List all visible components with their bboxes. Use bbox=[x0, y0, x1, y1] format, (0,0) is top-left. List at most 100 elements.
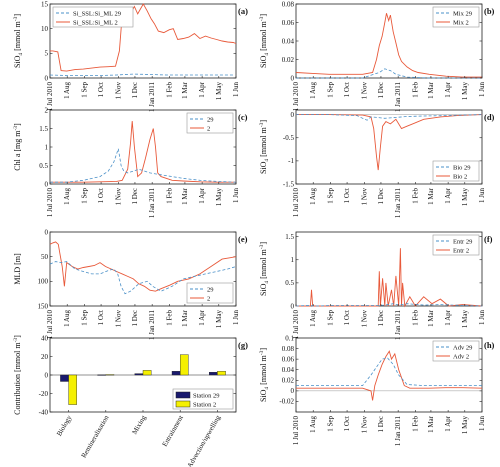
x-tick-label: 1 Jun bbox=[478, 82, 486, 97]
series-line bbox=[49, 241, 237, 292]
y-axis-label-main: SiO bbox=[259, 55, 268, 68]
y-axis-label: SiO4 [mmol m-3] bbox=[259, 120, 270, 174]
x-tick-label: 1 Mar bbox=[181, 187, 189, 205]
legend-entry: Entr 2 bbox=[453, 247, 469, 254]
panel-label: (a) bbox=[238, 6, 248, 16]
bar bbox=[179, 354, 189, 376]
x-tick-label: 1 Feb bbox=[165, 188, 173, 204]
y-axis-label: Contribution [mmol m-3] bbox=[13, 335, 22, 415]
legend-entry: Station 29 bbox=[193, 392, 220, 399]
legend-swatch bbox=[175, 391, 191, 399]
panel-label: (e) bbox=[238, 234, 248, 244]
legend-entry: Bio 2 bbox=[453, 173, 467, 180]
y-axis-label-end: ] bbox=[13, 123, 22, 126]
x-tick-label: 1 Oct bbox=[343, 82, 351, 97]
plot-frame bbox=[49, 231, 237, 307]
x-tick-label: 1 Feb bbox=[165, 82, 173, 98]
x-tick-label: 1 Aug bbox=[309, 188, 317, 205]
category-label: Biology bbox=[55, 414, 73, 438]
bar bbox=[209, 372, 218, 376]
y-axis-label-sub: 4 bbox=[264, 159, 270, 162]
y-axis-label: MLD [m] bbox=[13, 253, 22, 285]
panel-label: (b) bbox=[484, 6, 495, 16]
x-tick-label: 1 Jul 2010 bbox=[292, 82, 300, 112]
x-tick-label: 1 Oct bbox=[97, 188, 105, 203]
series-line bbox=[49, 261, 237, 295]
y-tick-label: -1 bbox=[288, 157, 294, 165]
series-line bbox=[296, 357, 482, 387]
x-tick-label: 1 Aug bbox=[63, 188, 71, 205]
x-tick-label: 1 Sep bbox=[80, 82, 88, 98]
bar bbox=[142, 370, 152, 376]
legend-entry: Adv 29 bbox=[453, 344, 472, 351]
y-tick-label: 150 bbox=[38, 302, 49, 310]
legend-entry: Station 2 bbox=[193, 401, 216, 408]
x-tick-label: 1 May bbox=[461, 416, 469, 435]
y-axis-label-exp: -3 bbox=[259, 350, 265, 355]
x-tick-label: 1 Jul 2010 bbox=[46, 188, 54, 218]
y-axis-label-unit: [mmol m bbox=[259, 248, 268, 280]
y-tick-label: 0 bbox=[45, 228, 49, 236]
y-axis-label-sub: 4 bbox=[264, 387, 270, 390]
y-tick-label: 0.08 bbox=[282, 345, 295, 353]
x-tick-label: 1 Jan 2011 bbox=[148, 188, 156, 219]
y-axis-label: SiO4 [mmol m-3] bbox=[13, 14, 24, 68]
x-tick-label: 1 Jan 2011 bbox=[394, 188, 402, 219]
y-tick-label: -1.5 bbox=[283, 180, 295, 188]
y-axis-label-sub: 4 bbox=[264, 281, 270, 284]
y-tick-label: 1 bbox=[291, 256, 295, 264]
y-axis-label: SiO4 [mmol m-3] bbox=[259, 242, 270, 296]
y-tick-label: 5 bbox=[45, 50, 49, 58]
x-tick-label: 1 Apr bbox=[198, 309, 206, 325]
y-tick-label: 40 bbox=[41, 334, 49, 342]
panel-label: (h) bbox=[484, 340, 495, 350]
x-tick-label: 1 Apr bbox=[444, 81, 452, 97]
y-tick-label: 0.5 bbox=[285, 279, 294, 287]
bar bbox=[97, 374, 106, 376]
y-axis-label-main: Chl a bbox=[13, 153, 22, 171]
x-tick-label: 1 Nov bbox=[114, 82, 122, 100]
bar bbox=[217, 371, 226, 376]
y-tick-label: -0.5 bbox=[283, 134, 295, 142]
x-tick-label: 1 Oct bbox=[343, 188, 351, 203]
x-tick-label: 1 Apr bbox=[444, 415, 452, 431]
y-axis-label-end: ] bbox=[259, 120, 268, 123]
x-tick-label: 1 Nov bbox=[360, 188, 368, 206]
legend-entry: Si_SSL:Si_ML 2 bbox=[73, 19, 118, 26]
y-tick-label: 100 bbox=[38, 278, 49, 286]
y-tick-label: 0.06 bbox=[282, 355, 295, 363]
x-tick-label: 1 Oct bbox=[343, 310, 351, 325]
x-tick-label: 1 Oct bbox=[97, 310, 105, 325]
y-tick-label: 0.1 bbox=[285, 334, 294, 342]
y-axis-label-unit: [mg m bbox=[13, 130, 22, 154]
x-tick-label: 1 Jun bbox=[478, 310, 486, 325]
x-tick-label: 1 Aug bbox=[309, 416, 317, 433]
x-tick-label: 1 May bbox=[461, 82, 469, 101]
x-tick-label: 1 Jun bbox=[232, 82, 240, 97]
x-tick-label: 1 Apr bbox=[444, 309, 452, 325]
x-tick-label: 1 Nov bbox=[114, 188, 122, 206]
bar bbox=[134, 373, 144, 376]
x-tick-label: 1 Nov bbox=[360, 310, 368, 328]
plot-frame bbox=[295, 231, 483, 307]
y-tick-label: 0 bbox=[291, 111, 295, 119]
series-line bbox=[296, 68, 482, 79]
series-line bbox=[50, 121, 236, 183]
x-tick-label: 1 May bbox=[215, 310, 223, 329]
legend-box bbox=[52, 6, 134, 28]
series-line bbox=[295, 303, 483, 307]
x-tick-label: 1 Mar bbox=[427, 187, 435, 205]
legend-entry: Si_SSL:Si_ML 29 bbox=[73, 10, 121, 17]
legend-entry: Adv 2 bbox=[453, 353, 469, 360]
y-axis-label-main: Contribution [mmol m bbox=[13, 342, 22, 415]
legend-entry: Mix 29 bbox=[453, 10, 472, 17]
y-axis-label-main: SiO bbox=[13, 55, 22, 68]
y-axis-label-exp: -3 bbox=[259, 122, 265, 127]
panel-label: (d) bbox=[484, 112, 495, 122]
legend-entry: Entr 29 bbox=[453, 238, 472, 245]
x-tick-label: 1 Dec bbox=[377, 188, 385, 205]
y-axis-label-unit: [mmol m bbox=[259, 354, 268, 386]
bar bbox=[68, 374, 77, 405]
series-line bbox=[296, 350, 483, 401]
y-tick-label: 0 bbox=[45, 371, 49, 379]
